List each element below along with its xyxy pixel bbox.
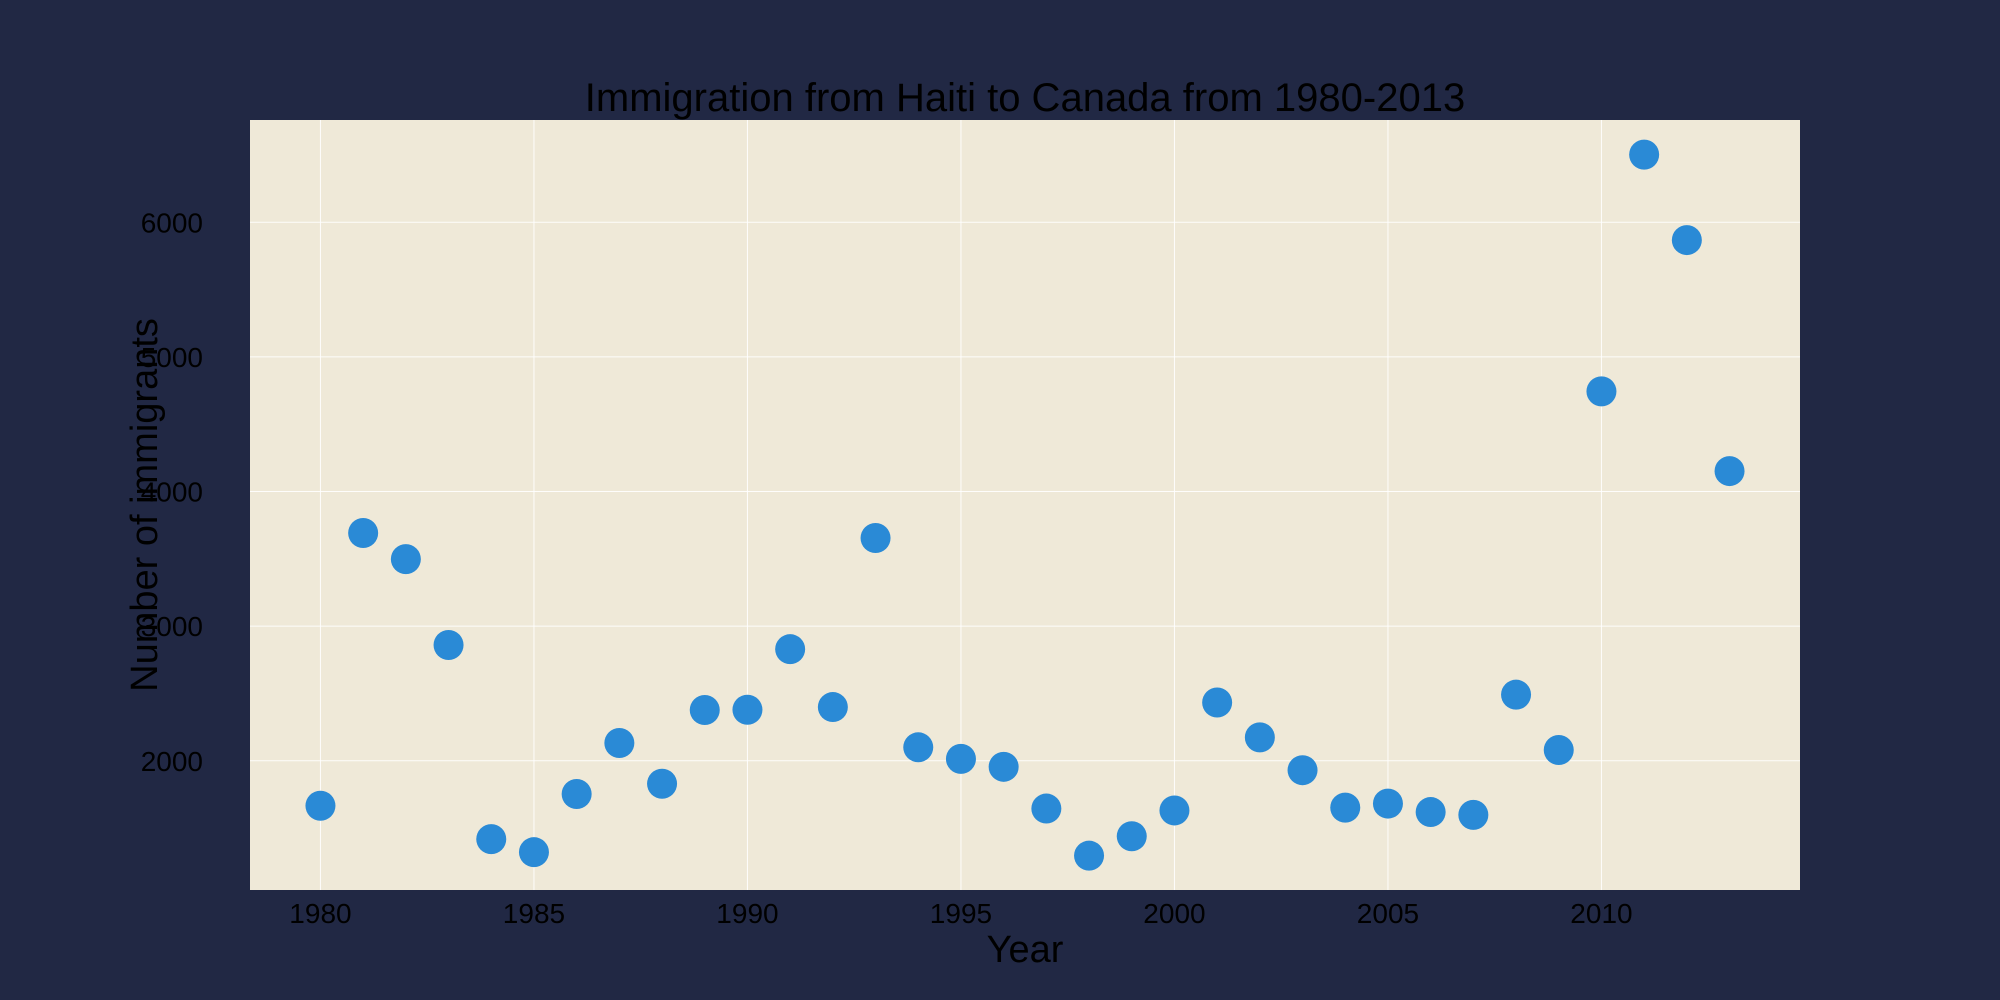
x-axis-label: Year xyxy=(987,929,1064,971)
data-point xyxy=(1671,225,1702,256)
data-point xyxy=(988,751,1019,782)
y-axis-ticks: 2000 3000 4000 5000 6000 xyxy=(141,207,203,776)
x-axis-ticks: 1980 1985 1990 1995 2000 2005 2010 xyxy=(289,898,1632,929)
data-point xyxy=(732,694,763,725)
data-point xyxy=(1543,735,1574,765)
data-point xyxy=(476,824,507,855)
data-point xyxy=(1074,840,1105,871)
data-point xyxy=(1202,687,1233,718)
x-tick-label: 1990 xyxy=(716,898,778,929)
y-tick-label: 2000 xyxy=(141,746,203,777)
y-tick-label: 5000 xyxy=(141,342,203,373)
x-tick-label: 2000 xyxy=(1143,898,1205,929)
data-point xyxy=(1714,456,1745,487)
data-point xyxy=(1458,799,1489,830)
gridlines xyxy=(250,120,1800,890)
data-point xyxy=(817,692,848,723)
data-point xyxy=(689,695,720,726)
y-tick-label: 3000 xyxy=(141,611,203,642)
y-axis-label: Number of immigrants xyxy=(124,318,166,692)
data-point xyxy=(775,634,806,665)
data-point xyxy=(1159,795,1190,826)
data-point xyxy=(518,837,549,868)
data-point xyxy=(1501,679,1532,710)
data-point xyxy=(1244,722,1275,753)
data-point xyxy=(348,518,379,548)
chart-title: Immigration from Haiti to Canada from 19… xyxy=(585,76,1465,120)
data-point xyxy=(1415,797,1446,828)
data-point xyxy=(1116,821,1147,852)
data-point xyxy=(860,522,891,553)
data-point xyxy=(1629,139,1660,170)
data-point xyxy=(433,630,464,660)
data-point xyxy=(945,743,976,774)
data-point xyxy=(1586,376,1617,407)
data-point xyxy=(903,732,934,763)
data-point xyxy=(561,779,592,810)
y-tick-label: 4000 xyxy=(141,477,203,508)
x-tick-label: 1985 xyxy=(503,898,565,929)
data-point xyxy=(1330,792,1361,823)
plot-area xyxy=(250,120,1800,890)
x-tick-label: 2010 xyxy=(1570,898,1632,929)
data-point xyxy=(390,544,421,575)
data-point xyxy=(647,768,678,799)
data-point xyxy=(1287,755,1318,786)
y-tick-label: 6000 xyxy=(141,207,203,238)
data-point xyxy=(1031,793,1062,824)
x-tick-label: 1980 xyxy=(289,898,351,929)
x-tick-label: 1995 xyxy=(930,898,992,929)
data-points xyxy=(305,139,1745,871)
x-tick-label: 2005 xyxy=(1357,898,1419,929)
data-point xyxy=(305,790,336,821)
data-point xyxy=(604,728,635,758)
data-point xyxy=(1372,788,1403,819)
